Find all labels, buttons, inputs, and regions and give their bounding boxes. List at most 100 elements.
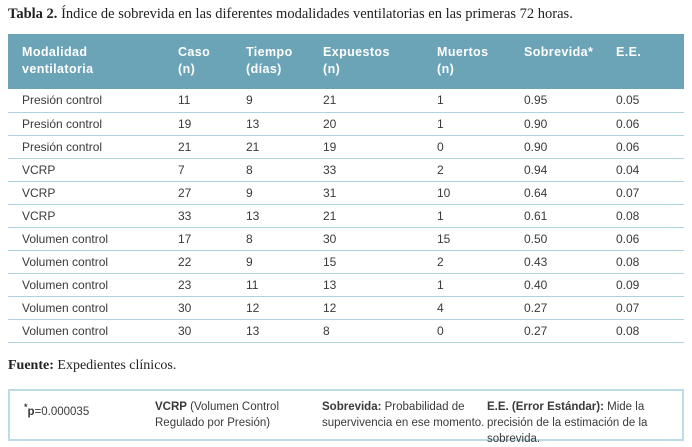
cell-value: 17 <box>178 227 246 251</box>
cell-value: 13 <box>246 204 323 228</box>
cell-modalidad: Volumen control <box>8 296 178 320</box>
cell-value: 0.04 <box>616 158 684 182</box>
cell-value: 8 <box>323 319 437 343</box>
survival-table: Modalidad ventilatoria Caso (n) Tiempo (días)… <box>8 34 684 343</box>
table-row: Volumen control 30 13 8 0 0.27 0.08 <box>8 319 684 343</box>
cell-value: 12 <box>323 296 437 320</box>
table-row: VCRP 7 8 33 2 0.94 0.04 <box>8 158 684 182</box>
table-row: Presión control 19 13 20 1 0.90 0.06 <box>8 112 684 136</box>
cell-value: 0.90 <box>524 112 616 136</box>
cell-value: 1 <box>437 112 524 136</box>
column-header: Muertos (n) <box>437 34 524 89</box>
cell-value: 0.40 <box>524 273 616 297</box>
table-row: VCRP 33 13 21 1 0.61 0.08 <box>8 204 684 228</box>
cell-value: 0.05 <box>616 89 684 113</box>
cell-modalidad: Volumen control <box>8 273 178 297</box>
cell-modalidad: Volumen control <box>8 250 178 274</box>
footnote: Sobrevida: Probabilidad de supervivencia… <box>322 401 485 429</box>
cell-modalidad: Presión control <box>8 135 178 159</box>
cell-value: 9 <box>246 181 323 205</box>
cell-modalidad: VCRP <box>8 158 178 182</box>
cell-value: 0.08 <box>616 319 684 343</box>
cell-value: 1 <box>437 89 524 113</box>
cell-value: 2 <box>437 250 524 274</box>
cell-value: 0.27 <box>524 296 616 320</box>
table-header-row: Modalidad ventilatoria Caso (n) Tiempo (días)… <box>8 34 684 89</box>
cell-value: 9 <box>246 89 323 113</box>
cell-value: 13 <box>323 273 437 297</box>
cell-value: 30 <box>323 227 437 251</box>
cell-value: 0.61 <box>524 204 616 228</box>
cell-value: 21 <box>323 204 437 228</box>
table-row: Volumen control 30 12 12 4 0.27 0.07 <box>8 296 684 320</box>
cell-value: 8 <box>246 158 323 182</box>
cell-value: 0.50 <box>524 227 616 251</box>
cell-value: 27 <box>178 181 246 205</box>
cell-value: 4 <box>437 296 524 320</box>
cell-value: 0.07 <box>616 296 684 320</box>
cell-value: 0.64 <box>524 181 616 205</box>
cell-value: 10 <box>437 181 524 205</box>
column-header: Tiempo (días) <box>246 34 323 89</box>
cell-value: 1 <box>437 204 524 228</box>
cell-value: 0.08 <box>616 204 684 228</box>
table-row: Volumen control 17 8 30 15 0.50 0.06 <box>8 227 684 251</box>
cell-value: 7 <box>178 158 246 182</box>
source-note: Fuente: Expedientes clínicos. <box>8 358 692 374</box>
cell-value: 11 <box>178 89 246 113</box>
cell-value: 20 <box>323 112 437 136</box>
table-row: Presión control 11 9 21 1 0.95 0.05 <box>8 89 684 113</box>
cell-value: 15 <box>437 227 524 251</box>
column-header: Sobrevida* <box>524 34 616 89</box>
cell-value: 33 <box>178 204 246 228</box>
column-header: Expuestos (n) <box>323 34 437 89</box>
cell-value: 13 <box>246 112 323 136</box>
cell-value: 0 <box>437 319 524 343</box>
cell-modalidad: Volumen control <box>8 227 178 251</box>
cell-value: 11 <box>246 273 323 297</box>
cell-value: 0.08 <box>616 250 684 274</box>
cell-value: 19 <box>178 112 246 136</box>
source-note-label: Fuente: <box>8 357 54 373</box>
footnote: *p=0.000035 <box>24 402 90 418</box>
cell-value: 0.06 <box>616 227 684 251</box>
cell-value: 12 <box>246 296 323 320</box>
cell-value: 30 <box>178 319 246 343</box>
cell-value: 22 <box>178 250 246 274</box>
cell-value: 19 <box>323 135 437 159</box>
table-caption: Tabla 2. Índice de sobrevida en las dife… <box>0 0 692 23</box>
table-row: Presión control 21 21 19 0 0.90 0.06 <box>8 135 684 159</box>
cell-value: 0.27 <box>524 319 616 343</box>
source-note-text: Expedientes clínicos. <box>53 357 177 373</box>
column-header: Modalidad ventilatoria <box>8 34 178 89</box>
table-header: Modalidad ventilatoria Caso (n) Tiempo (días)… <box>8 34 684 89</box>
cell-value: 23 <box>178 273 246 297</box>
cell-modalidad: VCRP <box>8 181 178 205</box>
column-header: E.E. <box>616 34 684 89</box>
cell-value: 33 <box>323 158 437 182</box>
cell-value: 0 <box>437 135 524 159</box>
cell-value: 30 <box>178 296 246 320</box>
cell-value: 13 <box>246 319 323 343</box>
table-body: Presión control 11 9 21 1 0.95 0.05 Presión con… <box>8 89 684 343</box>
footnote-box: *p=0.000035 VCRP (Volumen Control Regulad… <box>8 389 684 445</box>
cell-value: 0.95 <box>524 89 616 113</box>
cell-value: 21 <box>246 135 323 159</box>
cell-value: 31 <box>323 181 437 205</box>
cell-value: 21 <box>178 135 246 159</box>
cell-value: 0.94 <box>524 158 616 182</box>
table-caption-label: Tabla 2. <box>8 6 58 22</box>
table-row: Volumen control 23 11 13 1 0.40 0.09 <box>8 273 684 297</box>
cell-value: 1 <box>437 273 524 297</box>
cell-value: 15 <box>323 250 437 274</box>
cell-value: 0.06 <box>616 135 684 159</box>
cell-value: 0.90 <box>524 135 616 159</box>
cell-modalidad: Presión control <box>8 89 178 113</box>
cell-value: 0.09 <box>616 273 684 297</box>
cell-value: 2 <box>437 158 524 182</box>
cell-value: 21 <box>323 89 437 113</box>
cell-value: 0.43 <box>524 250 616 274</box>
cell-modalidad: VCRP <box>8 204 178 228</box>
cell-value: 0.06 <box>616 112 684 136</box>
